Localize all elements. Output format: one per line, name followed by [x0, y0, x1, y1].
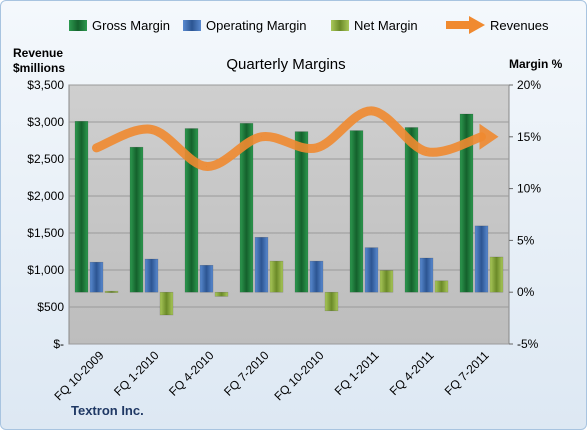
x-tick-label: FQ 7-2011	[442, 348, 492, 398]
revenue-point	[96, 147, 97, 149]
right-tick-label: 0%	[517, 285, 535, 299]
x-tick-label: FQ 10-2009	[51, 348, 106, 403]
legend-item-net-margin: Net Margin	[331, 18, 418, 33]
right-tick-label: 10%	[517, 182, 541, 196]
bar-gross-margin	[239, 123, 254, 293]
bar-operating-margin	[419, 257, 434, 293]
right-tick-label: -5%	[517, 337, 539, 351]
bar-net-margin	[489, 256, 504, 293]
legend-swatch-operating-margin	[183, 20, 201, 31]
x-tick-label: FQ 4-2010	[166, 348, 217, 399]
bar-operating-margin	[254, 237, 269, 293]
bar-net-margin	[434, 280, 449, 293]
right-tick-label: 20%	[517, 78, 541, 92]
bar-gross-margin	[74, 121, 89, 293]
revenue-point	[206, 165, 207, 167]
x-tick-label: FQ 1-2010	[111, 348, 162, 399]
company-name: Textron Inc.	[71, 403, 144, 418]
bar-net-margin	[104, 290, 119, 293]
legend-label-revenues: Revenues	[490, 18, 549, 33]
left-axis-title-line1: Revenue	[13, 46, 63, 60]
legend-item-gross-margin: Gross Margin	[69, 18, 170, 33]
right-axis-title: Margin %	[509, 57, 563, 71]
left-tick-label: $2,000	[27, 189, 64, 203]
legend: Gross Margin Operating Margin Net Margin…	[69, 16, 549, 34]
legend-swatch-net-margin	[331, 20, 349, 31]
bar-operating-margin	[364, 247, 379, 293]
bar-net-margin	[379, 270, 394, 293]
revenue-point	[151, 128, 152, 130]
left-tick-label: $3,500	[27, 78, 64, 92]
right-tick-label: 15%	[517, 130, 541, 144]
bar-gross-margin	[404, 127, 419, 293]
left-tick-label: $2,500	[27, 152, 64, 166]
x-tick-label: FQ 1-2011	[332, 348, 382, 398]
legend-item-revenues: Revenues	[446, 16, 549, 34]
revenue-point	[481, 136, 482, 138]
revenue-line-group	[92, 106, 499, 171]
legend-label-gross-margin: Gross Margin	[92, 18, 170, 33]
bars	[74, 113, 504, 316]
left-tick-label: $-	[53, 337, 64, 351]
x-tick-label: FQ 7-2010	[221, 348, 272, 399]
bar-operating-margin	[144, 258, 159, 293]
bar-net-margin	[159, 291, 174, 316]
revenue-point	[316, 147, 317, 149]
left-tick-label: $1,000	[27, 263, 64, 277]
x-tick-label: FQ 10-2010	[271, 348, 326, 403]
revenue-line	[92, 106, 486, 171]
left-tick-label: $1,500	[27, 226, 64, 240]
left-axis-ticks: $- $500 $1,000 $1,500 $2,000 $2,500 $3,000 $3,5…	[27, 78, 64, 351]
bar-net-margin	[324, 291, 339, 312]
revenue-point	[261, 136, 262, 138]
bar-operating-margin	[474, 225, 489, 293]
bar-gross-margin	[184, 128, 199, 293]
legend-item-operating-margin: Operating Margin	[183, 18, 306, 33]
left-tick-label: $3,000	[27, 115, 64, 129]
bar-operating-margin	[309, 260, 324, 293]
legend-arrowhead-revenues	[469, 16, 485, 34]
bar-net-margin	[269, 260, 284, 293]
bar-net-margin	[214, 291, 229, 297]
legend-label-net-margin: Net Margin	[354, 18, 418, 33]
right-tick-label: 5%	[517, 233, 535, 247]
left-axis-title-line2: $millions	[13, 61, 65, 75]
bar-gross-margin	[294, 131, 309, 293]
bar-gross-margin	[129, 146, 144, 293]
x-tick-label: FQ 4-2011	[387, 348, 437, 398]
chart-title: Quarterly Margins	[226, 56, 345, 73]
x-axis-ticks: FQ 10-2009 FQ 1-2010 FQ 4-2010 FQ 7-2010 FQ …	[51, 348, 491, 403]
revenue-point	[426, 151, 427, 153]
bar-gross-margin	[349, 130, 364, 293]
legend-label-operating-margin: Operating Margin	[206, 18, 306, 33]
bar-gross-margin	[459, 113, 474, 293]
revenue-arrowhead	[479, 123, 499, 150]
bar-operating-margin	[199, 265, 214, 293]
right-axis-ticks: -5% 0% 5% 10% 15% 20%	[509, 78, 541, 351]
legend-swatch-gross-margin	[69, 20, 87, 31]
bar-operating-margin	[89, 261, 104, 293]
left-tick-label: $500	[37, 300, 64, 314]
revenue-point	[371, 110, 372, 112]
